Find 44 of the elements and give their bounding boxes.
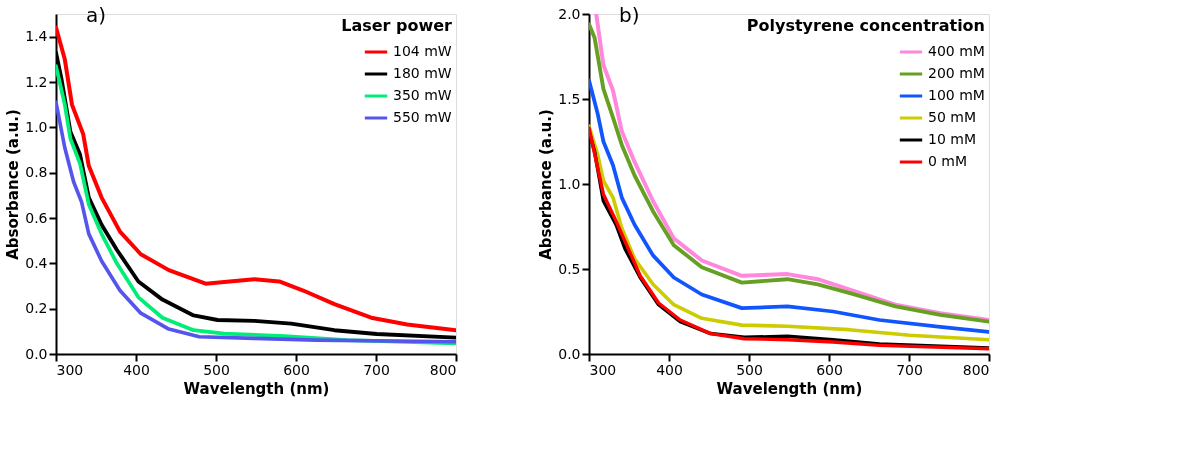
x-tick-label: 500: [203, 361, 230, 378]
x-tick-label: 600: [283, 361, 310, 378]
y-tick-label: 0.4: [25, 254, 48, 271]
annotation: a): [86, 3, 107, 27]
line-series: [589, 78, 989, 334]
y-tick-label: 0.0: [558, 345, 581, 362]
y-tick-label: 1.0: [25, 118, 48, 135]
legend-label: 550 mW: [393, 109, 452, 125]
x-axis-title: Wavelength (nm): [716, 379, 863, 398]
x-tick-label: 700: [896, 361, 923, 378]
y-tick-label: 0.2: [25, 300, 48, 317]
legend-label: 10 mM: [928, 131, 976, 147]
legend-label: 180 mW: [393, 65, 452, 81]
y-tick-label: 2.0: [558, 5, 581, 22]
y-tick-label: 0.0: [25, 345, 48, 362]
legend-title: Polystyrene concentration: [746, 16, 985, 35]
x-tick-label: 500: [736, 361, 763, 378]
y-tick-label: 1.0: [558, 175, 581, 192]
x-tick-label: 300: [56, 361, 84, 378]
y-tick-label: 1.4: [25, 28, 48, 45]
legend-label: 100 mM: [928, 87, 985, 103]
legend-label: 350 mW: [393, 87, 452, 103]
legend-title: Laser power: [341, 16, 453, 35]
y-tick-label: 0.5: [558, 260, 581, 277]
y-tick-label: 0.6: [25, 209, 48, 226]
annotation: b): [619, 3, 640, 27]
legend-label: 104 mW: [393, 43, 452, 59]
x-tick-label: 800: [429, 361, 457, 378]
x-tick-label: 300: [589, 361, 617, 378]
y-axis-title: Absorbance (a.u.): [537, 109, 556, 260]
legend-label: 400 mM: [928, 43, 985, 59]
y-axis-title: Absorbance (a.u.): [4, 109, 23, 260]
x-tick-label: 700: [363, 361, 390, 378]
legend-label: 200 mM: [928, 65, 985, 81]
legend-label: 0 mM: [928, 153, 968, 169]
x-tick-label: 400: [123, 361, 150, 378]
y-tick-label: 0.8: [25, 164, 48, 181]
y-tick-label: 1.5: [558, 90, 581, 107]
x-tick-label: 600: [816, 361, 843, 378]
y-tick-label: 1.2: [25, 73, 48, 90]
legend-label: 50 mM: [928, 109, 976, 125]
x-axis-title: Wavelength (nm): [183, 379, 330, 398]
x-tick-label: 800: [962, 361, 990, 378]
x-tick-label: 400: [656, 361, 683, 378]
